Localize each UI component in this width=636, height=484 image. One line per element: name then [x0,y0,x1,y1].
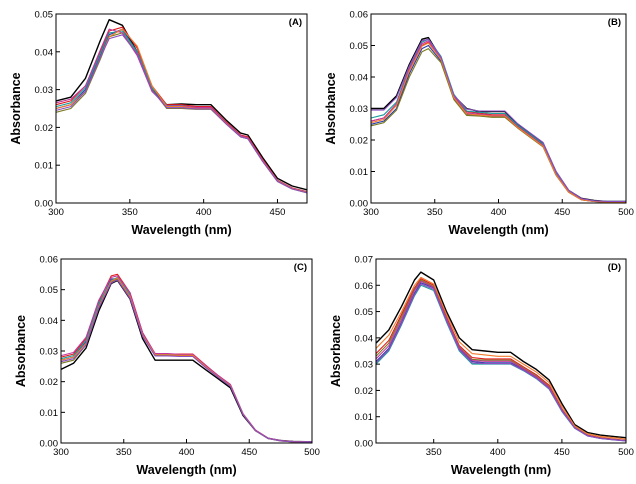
y-tick-label: 0.02 [40,377,59,388]
panel-label: (C) [294,262,307,273]
x-tick-label: 350 [427,207,443,218]
panel-label: (D) [608,262,621,273]
y-tick-label: 0.06 [40,255,59,266]
chart-panel: 300 350 400 450 0.00 0.01 0.02 0.03 0.04 0.05 (A) W… [9,10,308,237]
x-tick-label: 450 [270,207,286,218]
x-tick-label: 450 [554,447,570,458]
x-tick-label: 350 [122,207,138,218]
y-tick-label: 0.02 [355,386,374,397]
y-tick-label: 0.00 [355,439,374,450]
x-tick-label: 500 [618,207,634,218]
x-tick-label: 300 [363,207,379,218]
x-tick-label: 300 [48,207,64,218]
y-tick-label: 0.03 [40,347,59,358]
y-tick-label: 0.05 [350,41,369,52]
series-line [375,271,627,439]
x-tick-label: 400 [196,207,212,218]
chart-panel: 300 350 400 450 500 0.00 0.01 0.02 0.03 0.04 0.05 0… [324,10,634,238]
y-tick-label: 0.03 [35,85,54,96]
y-tick-label: 0.07 [355,255,374,266]
y-tick-label: 0.04 [35,47,54,58]
x-tick-label: 500 [304,447,320,458]
x-tick-label: 300 [53,447,69,458]
y-axis-label: Absorbance [329,315,343,387]
x-tick-label: 450 [554,207,570,218]
x-axis-label: Wavelength (nm) [131,223,231,237]
chart-panel: 300 350 400 450 500 0.00 0.01 0.02 0.03 0.04 0.05 0… [14,255,320,478]
y-tick-label: 0.05 [40,285,59,296]
series-line [375,276,627,440]
y-tick-label: 0.02 [350,136,369,147]
y-tick-label: 0.02 [35,123,54,134]
series-line [60,279,313,443]
y-tick-label: 0.01 [35,161,54,172]
panel-label: (A) [289,17,302,28]
y-tick-label: 0.00 [35,199,54,210]
x-axis-label: Wavelength (nm) [448,223,548,237]
y-tick-label: 0.06 [350,10,369,21]
x-axis-label: Wavelength (nm) [451,463,551,477]
x-tick-label: 450 [241,447,257,458]
series-line [375,283,627,442]
y-tick-label: 0.05 [35,10,54,21]
y-axis-label: Absorbance [9,72,23,144]
x-tick-label: 350 [116,447,132,458]
series-line [370,42,626,203]
y-tick-label: 0.05 [355,307,374,318]
series-line [60,275,313,443]
y-tick-label: 0.01 [40,408,59,419]
y-tick-label: 0.03 [355,360,374,371]
plot-frame [60,258,313,444]
plot-frame [370,13,627,204]
series-line [55,19,308,191]
y-tick-label: 0.00 [40,439,59,450]
y-tick-label: 0.04 [350,73,369,84]
panel-label: (B) [608,17,621,28]
y-tick-label: 0.03 [350,104,369,115]
series-line [375,278,627,441]
series-line [371,36,626,203]
x-tick-label: 400 [491,207,507,218]
series-line [55,34,308,194]
y-tick-label: 0.04 [355,333,374,344]
y-axis-label: Absorbance [324,72,338,144]
plot-frame [55,13,308,204]
x-tick-label: 350 [426,447,442,458]
y-axis-label: Absorbance [14,315,28,387]
y-tick-label: 0.06 [355,281,374,292]
x-tick-label: 400 [179,447,195,458]
series-line [375,280,627,442]
x-axis-label: Wavelength (nm) [136,463,236,477]
series-line [375,279,627,442]
chart-panel: 350 400 450 500 0.00 0.01 0.02 0.03 0.04 0.05 0.06… [329,255,634,478]
x-tick-label: 400 [490,447,506,458]
y-tick-label: 0.00 [350,199,369,210]
y-tick-label: 0.04 [40,316,59,327]
series-line [371,38,626,202]
plot-frame [375,258,627,444]
x-tick-label: 500 [618,447,634,458]
y-tick-label: 0.01 [355,412,374,423]
y-tick-label: 0.01 [350,167,369,178]
